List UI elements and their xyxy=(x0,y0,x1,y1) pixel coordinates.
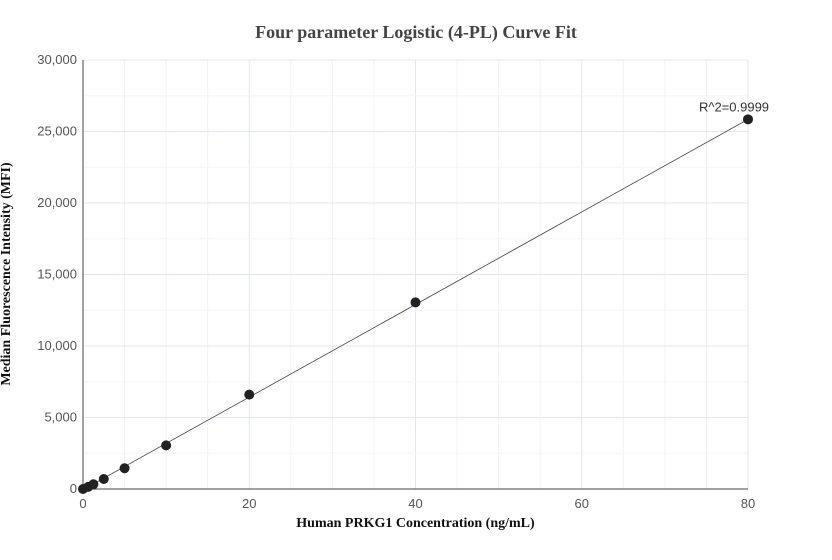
data-point xyxy=(410,297,421,308)
y-tick-label: 0 xyxy=(70,481,77,496)
y-tick-label: 25,000 xyxy=(37,124,77,139)
x-tick-label: 60 xyxy=(575,496,589,511)
x-tick-label: 40 xyxy=(408,496,422,511)
x-axis-label: Human PRKG1 Concentration (ng/mL) xyxy=(296,516,535,531)
y-tick-label: 15,000 xyxy=(37,267,77,282)
data-point xyxy=(98,473,109,484)
x-tick-label: 80 xyxy=(741,496,755,511)
data-point xyxy=(244,389,255,400)
r-squared-annotation: R^2=0.9999 xyxy=(699,99,769,114)
data-point xyxy=(161,440,172,451)
y-tick-label: 20,000 xyxy=(37,195,77,210)
data-point xyxy=(119,463,130,474)
data-point xyxy=(88,479,99,490)
data-point xyxy=(743,114,753,125)
chart-title: Four parameter Logistic (4-PL) Curve Fit xyxy=(255,22,577,42)
x-tick-label: 20 xyxy=(242,496,256,511)
y-tick-label: 10,000 xyxy=(37,338,77,353)
y-tick-label: 30,000 xyxy=(37,52,77,67)
x-tick-label: 0 xyxy=(79,496,86,511)
y-tick-label: 5,000 xyxy=(44,410,77,425)
